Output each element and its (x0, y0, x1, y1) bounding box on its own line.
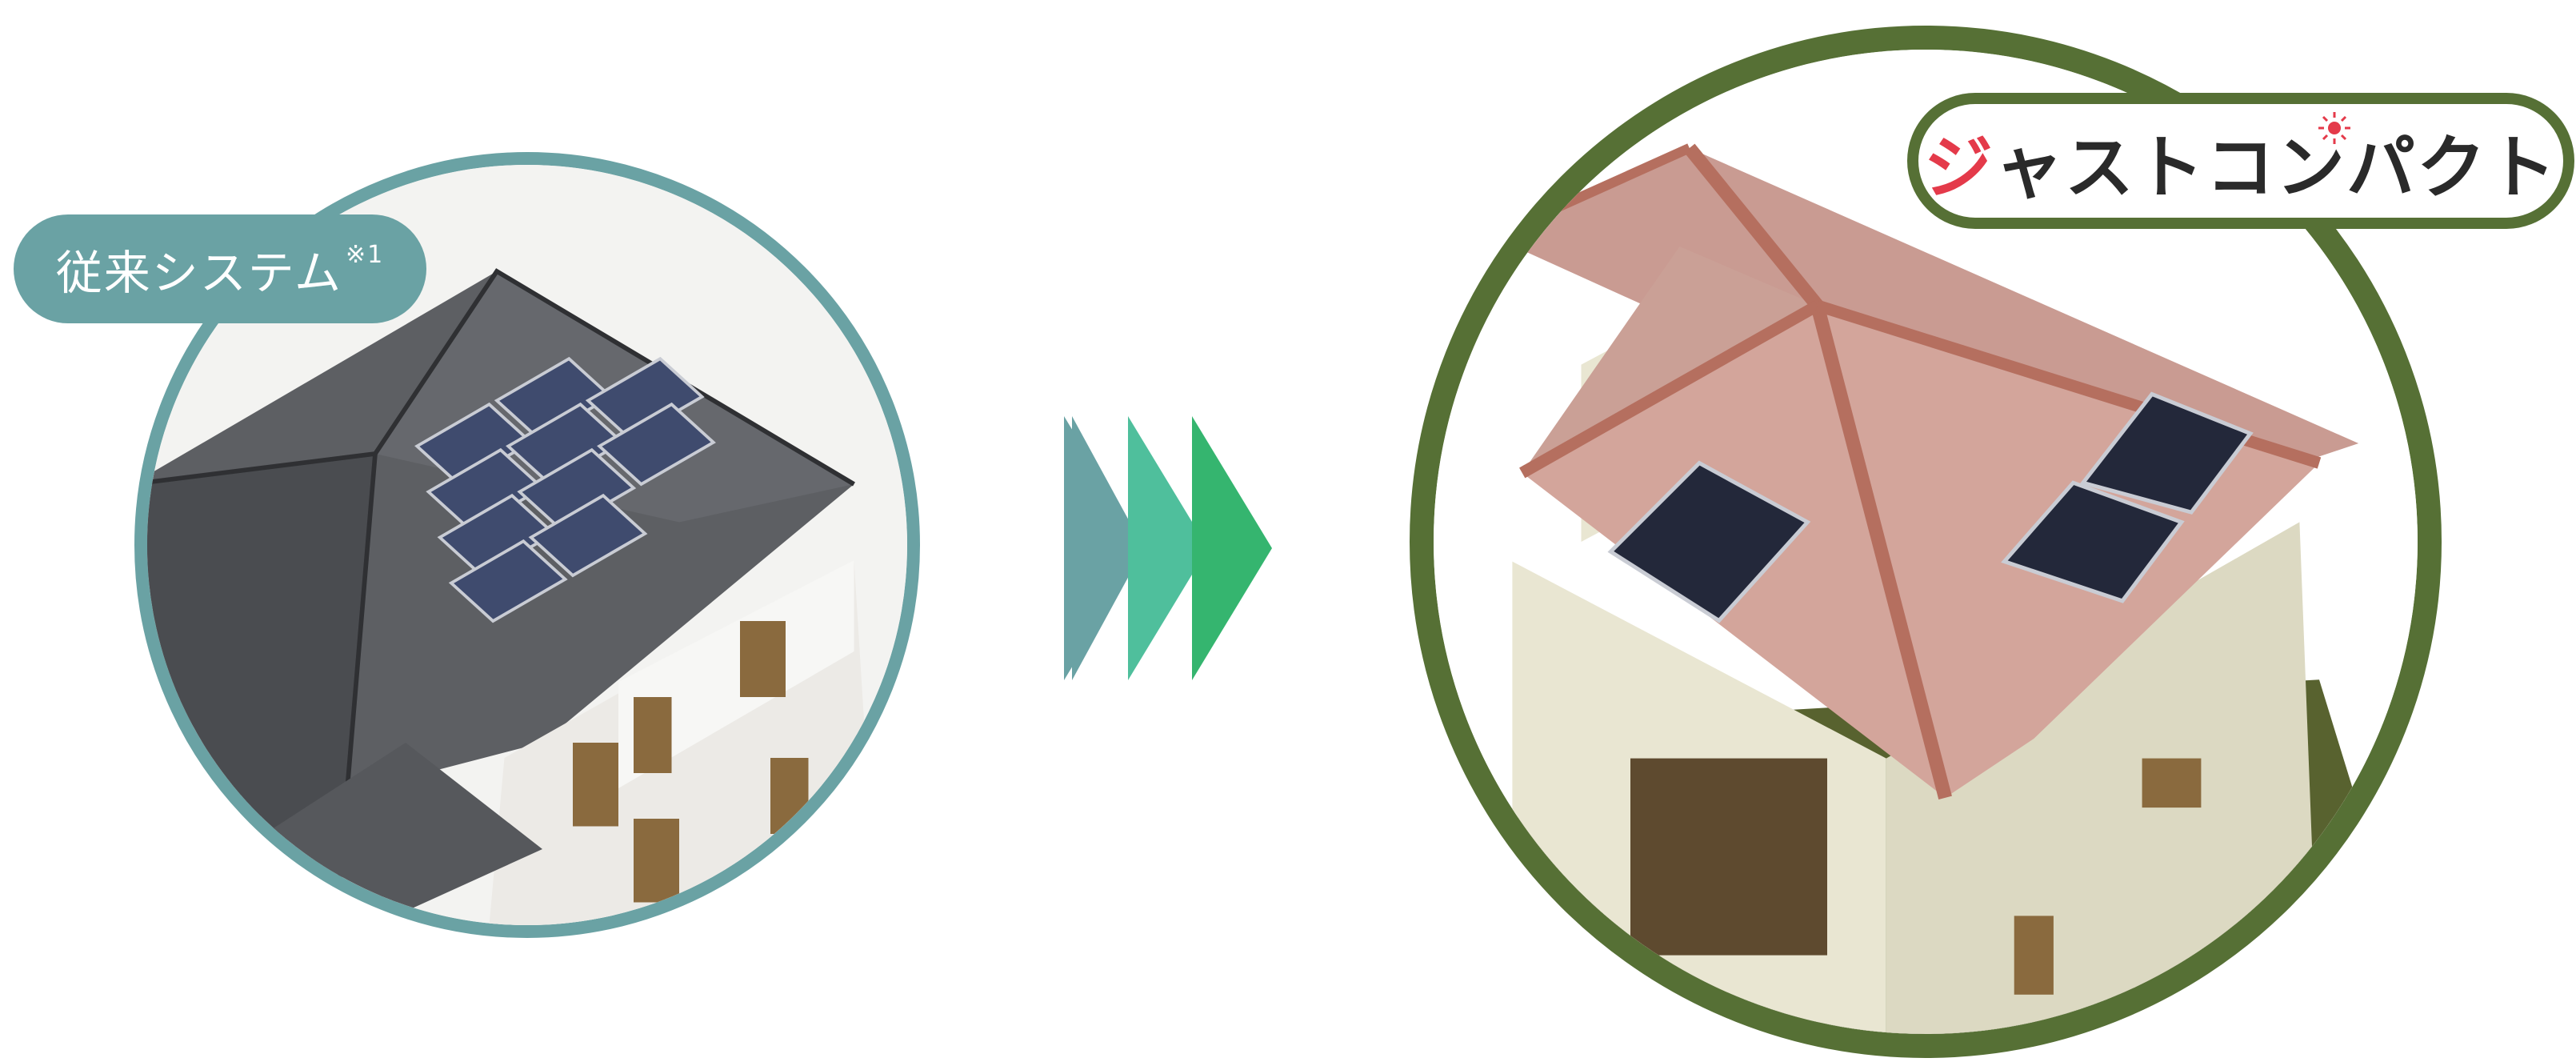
conventional-system-label: 従来システム (55, 246, 343, 300)
just-compact-logo: ジ ャストコンパクト (1924, 111, 2558, 211)
logo-rest: ャストコンパクト (1994, 127, 2558, 208)
just-compact-logo-badge: ジ ャストコンパクト (1907, 93, 2574, 229)
footnote-mark: ※1 (346, 240, 385, 269)
triple-chevron-right-icon (1064, 416, 1272, 680)
conventional-system-badge: 従来システム ※1 (14, 214, 426, 323)
sun-icon (2318, 112, 2350, 144)
logo-first-char: ジ (1924, 127, 1994, 208)
